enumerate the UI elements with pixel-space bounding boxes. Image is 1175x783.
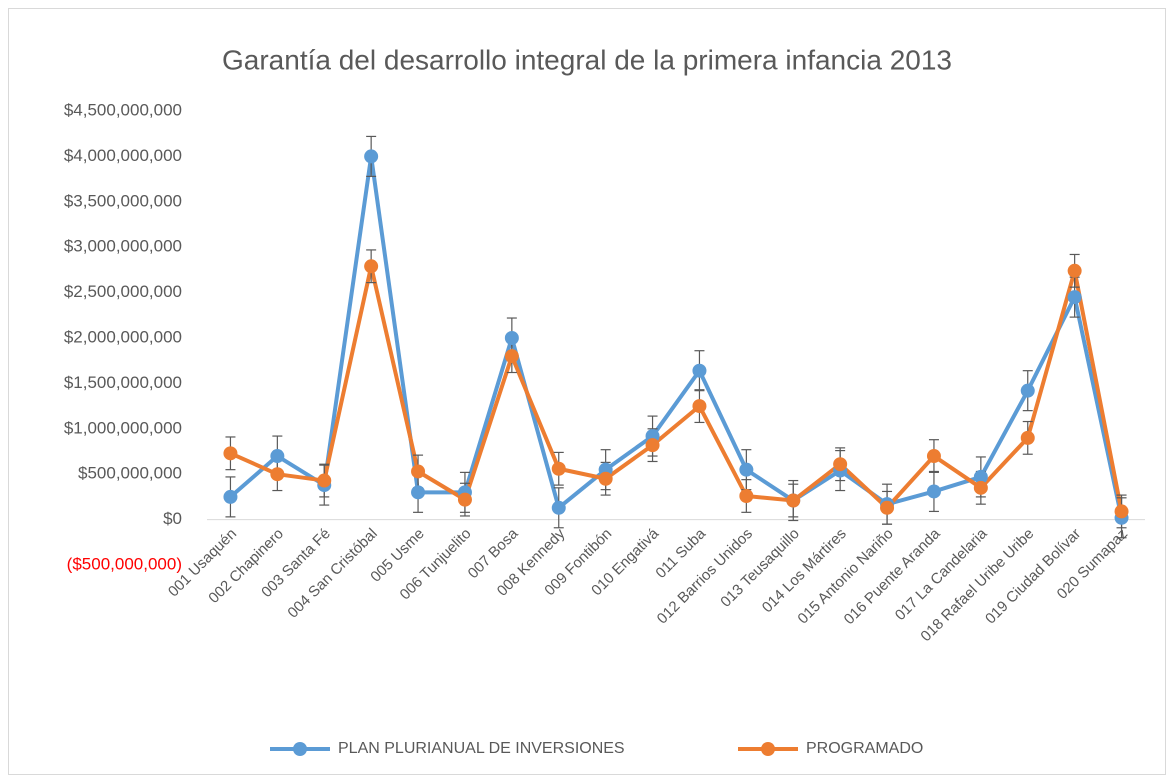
marker	[973, 469, 988, 484]
marker	[598, 471, 613, 486]
marker	[1067, 263, 1082, 278]
legend-marker	[293, 742, 307, 756]
y-tick-label: $4,500,000,000	[64, 100, 182, 119]
chart-frame	[8, 8, 1166, 775]
marker	[833, 457, 848, 472]
marker	[973, 480, 988, 495]
marker	[457, 492, 472, 507]
marker	[504, 331, 519, 345]
legend-label: PLAN PLURIANUAL DE INVERSIONES	[338, 740, 625, 757]
marker	[223, 489, 238, 504]
marker	[364, 149, 379, 164]
y-tick-label: $4,000,000,000	[64, 146, 182, 165]
marker	[411, 464, 426, 479]
marker	[692, 399, 707, 414]
marker	[1020, 383, 1035, 398]
marker	[364, 259, 379, 274]
marker	[926, 449, 941, 464]
y-tick-label: $2,500,000,000	[64, 282, 182, 301]
marker	[645, 438, 660, 453]
marker	[692, 363, 707, 378]
chart-title: Garantía del desarrollo integral de la p…	[222, 44, 952, 75]
marker	[880, 500, 895, 515]
y-tick-label: $2,000,000,000	[64, 327, 182, 346]
marker	[270, 449, 285, 464]
y-tick-label: $3,500,000,000	[64, 191, 182, 210]
y-tick-label: $1,500,000,000	[64, 373, 182, 392]
marker	[739, 462, 754, 477]
marker	[786, 493, 801, 508]
marker	[926, 484, 941, 499]
marker	[551, 461, 566, 476]
series-line	[229, 154, 1124, 519]
marker	[270, 467, 285, 482]
marker	[411, 485, 426, 500]
y-tick-label: $0	[163, 509, 182, 528]
marker	[1067, 290, 1082, 305]
marker	[223, 446, 238, 461]
marker	[504, 349, 519, 364]
marker	[317, 473, 332, 488]
legend-marker	[761, 742, 775, 756]
y-tick-label: ($500,000,000)	[67, 554, 182, 573]
y-tick-label: $500,000,000	[78, 464, 182, 483]
y-tick-label: $1,000,000,000	[64, 418, 182, 437]
y-tick-label: $3,000,000,000	[64, 237, 182, 256]
marker	[551, 500, 566, 515]
marker	[739, 488, 754, 503]
legend-label: PROGRAMADO	[806, 740, 923, 757]
marker	[1020, 430, 1035, 445]
series-line	[229, 264, 1124, 512]
marker	[1114, 504, 1129, 519]
